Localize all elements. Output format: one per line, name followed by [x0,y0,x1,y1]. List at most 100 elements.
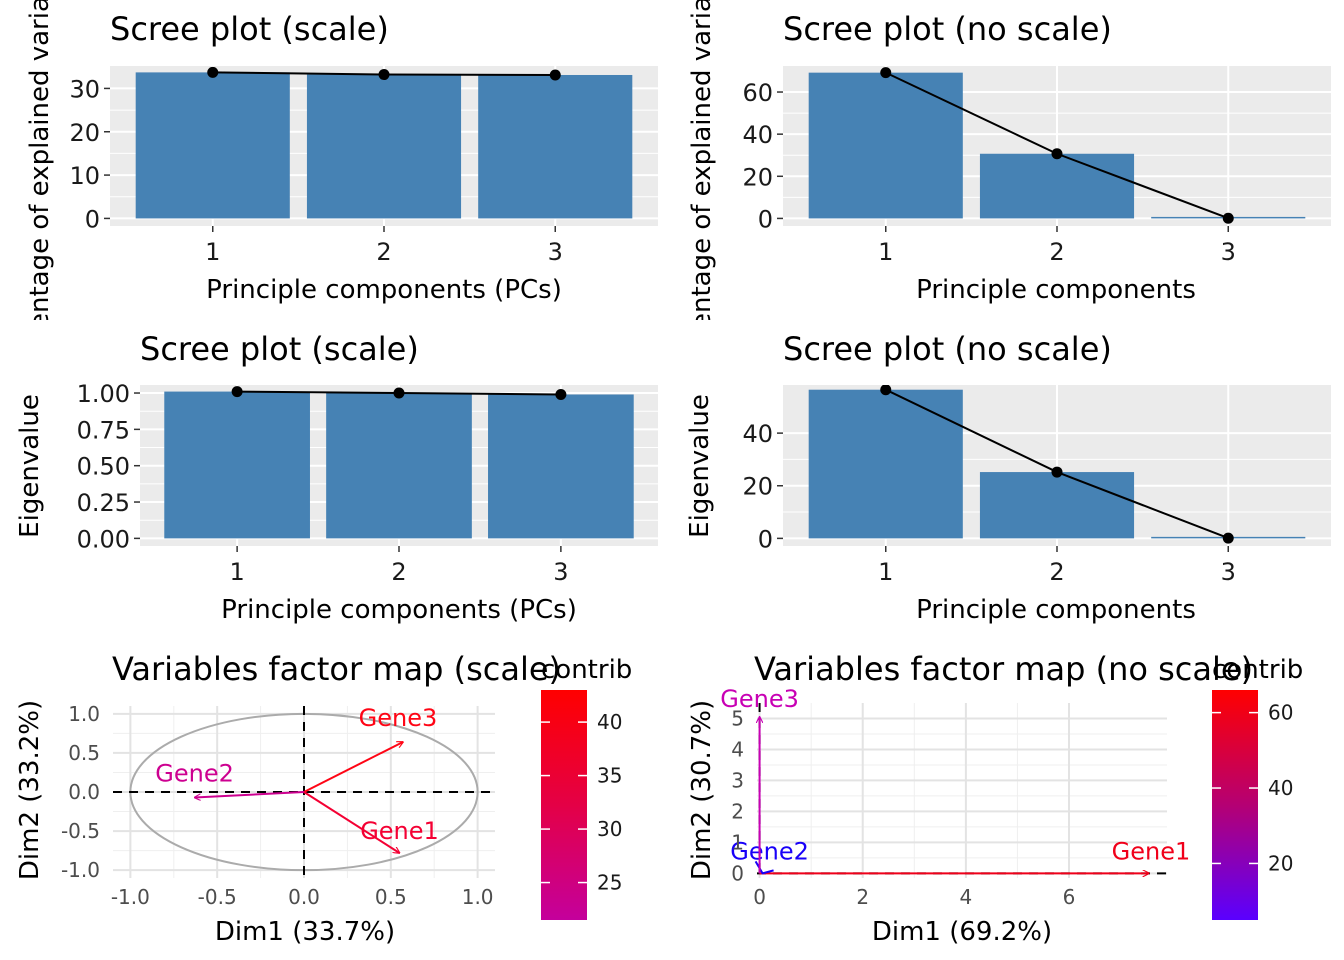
variable-gene3: Gene3 [303,704,438,793]
point-pc2 [1051,466,1063,478]
label-gene1: Gene1 [360,817,439,845]
y-axis-label: Dim2 (33.2%) [15,700,45,880]
legend-tick-label: 30 [597,817,622,841]
y-tick-label: 30 [69,75,100,103]
variable-arrows: Gene3 Gene2 Gene1 [155,704,439,853]
panel-variables-map-scale: Gene3 Gene2 Gene1 -1.0 -0.5 0.0 0.5 1.0 -1.0 -0… [15,650,632,947]
point-pc2 [1051,148,1063,160]
label-gene3: Gene3 [359,704,438,732]
y-tick-label: 0.00 [77,525,130,553]
x-tick-label: 1.0 [462,885,494,909]
bar-pc2 [306,74,462,219]
x-tick-label: -1.0 [111,885,150,909]
contrib-legend: contrib 25 30 35 40 [541,655,632,920]
legend-title: contrib [541,655,632,685]
x-tick-label: 1 [229,558,244,586]
legend-colorbar [541,690,587,920]
legend-tick-label: 35 [597,764,622,788]
panel-scree-scale-percent: 0 10 20 30 1 2 3 Scree plot (scale) Principle… [25,0,658,384]
bar-pc2 [979,472,1135,539]
y-tick-label: 20 [742,473,773,501]
y-tick-label: 40 [742,121,773,149]
y-tick-label: 2 [731,799,744,823]
label-gene3: Gene3 [720,685,799,713]
x-tick-label: 6 [1063,885,1076,909]
bars [135,72,633,219]
chart-title: Variables factor map (scale) [112,650,561,688]
x-tick-labels: 1 2 3 [878,226,1236,266]
line-series [880,385,1234,544]
x-tick-labels: 1 2 3 [878,546,1236,586]
x-tick-label: -0.5 [198,885,237,909]
bars [164,391,634,539]
y-tick-label: 4 [731,737,744,761]
y-tick-label: 1.0 [68,702,100,726]
variable-arrows: Gene1 Gene2 Gene3 [720,685,1190,873]
variable-gene2: Gene2 [155,759,305,797]
legend-tick-label: 20 [1268,851,1293,875]
legend-tick-label: 25 [597,871,622,895]
variable-gene2: Gene2 [730,837,809,875]
x-tick-label: 3 [553,558,568,586]
x-tick-label: 0 [753,885,766,909]
y-tick-label: 20 [742,163,773,191]
x-axis-label: Dim1 (69.2%) [872,917,1052,947]
gridlines [757,703,1167,878]
chart-title: Scree plot (no scale) [783,330,1112,368]
variable-gene3: Gene3 [720,685,799,874]
y-tick-label: 5 [731,706,744,730]
x-tick-labels: -1.0 -0.5 0.0 0.5 1.0 [111,885,494,909]
point-pc1 [207,66,219,78]
x-axis-label: Principle components (PCs) [206,275,562,305]
panel-scree-scale-eigen: 0.00 0.25 0.50 0.75 1.00 1 2 3 Scree plot (sca… [15,330,658,625]
x-tick-label: 0.0 [288,885,320,909]
chart-title: Scree plot (no scale) [783,10,1112,48]
point-pc3 [549,69,561,81]
chart-title: Scree plot (scale) [110,10,389,48]
y-tick-label: 60 [742,79,773,107]
point-pc1 [880,67,892,79]
y-tick-labels: 0 20 40 60 [742,79,783,233]
point-pc1 [880,385,892,396]
x-tick-label: 1 [878,558,893,586]
x-axis-label: Principle components [916,275,1196,305]
point-pc3 [555,388,567,400]
y-tick-labels: 0 20 40 [742,420,783,553]
y-tick-label: 0.0 [68,780,100,804]
y-axis-label: Percentage of explained variances [687,0,717,384]
line-series [207,66,561,81]
y-tick-label: 3 [731,768,744,792]
arrow-gene2 [754,860,774,875]
panel-scree-noscale-eigen: 0 20 40 1 2 3 Scree plot (no scale) Principl… [685,330,1331,625]
y-tick-label: -0.5 [61,819,100,843]
y-tick-label: 40 [742,420,773,448]
legend-title: contrib [1212,655,1303,685]
arrow-gene2 [195,791,305,797]
y-tick-label: 1 [731,830,744,854]
bar-pc2 [979,153,1135,219]
y-tick-label: 10 [69,162,100,190]
arrow-gene1 [303,791,400,853]
point-pc3 [1222,532,1234,544]
arrow-gene3 [303,741,403,793]
bar-pc1 [808,72,963,219]
y-tick-label: 0.75 [77,416,130,444]
label-gene2: Gene2 [155,759,234,787]
y-tick-label: 0 [85,205,100,233]
y-axis-label: Dim2 (30.7%) [687,700,717,880]
legend-colorbar [1212,690,1258,920]
point-pc3 [1222,212,1234,224]
y-tick-labels: 0 10 20 30 [69,75,110,233]
x-tick-labels: 0 2 4 6 [753,885,1075,909]
y-axis-label: Percentage of explained variances [25,0,55,384]
x-tick-label: 0.5 [375,885,407,909]
y-tick-label: 1.00 [77,380,130,408]
x-tick-label: 2 [376,238,391,266]
legend-tick-label: 40 [1268,776,1293,800]
panel-variables-map-noscale: Gene1 Gene2 Gene3 0 1 2 3 4 5 0 2 4 6 Variables fa… [687,650,1303,947]
x-axis-label: Principle components [916,595,1196,625]
y-tick-label: 0 [731,861,744,885]
x-tick-label: 2 [1049,238,1064,266]
y-tick-label: 20 [69,119,100,147]
x-tick-label: 4 [960,885,973,909]
